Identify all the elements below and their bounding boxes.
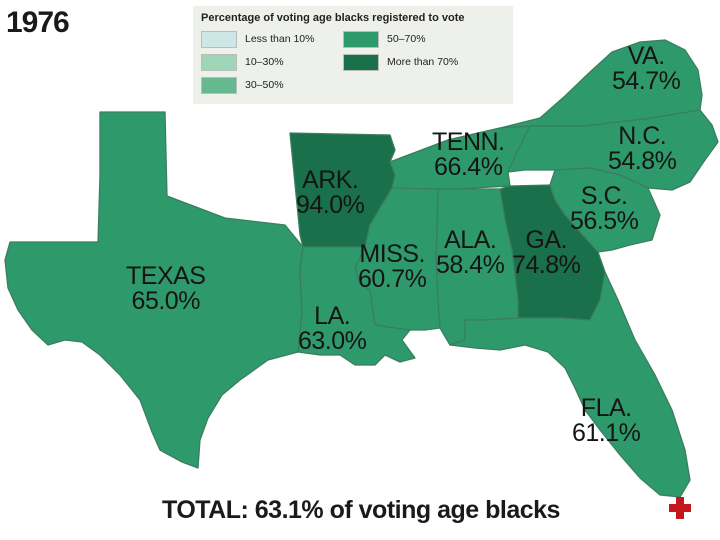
state-percentage: 54.7% (612, 67, 681, 95)
state-percentage: 66.4% (434, 153, 503, 181)
legend-label: 30–50% (245, 79, 284, 91)
label-south-carolina: S.C. 56.5% (570, 182, 639, 235)
state-louisiana (297, 246, 416, 366)
legend-item-50-70: 50–70% (343, 30, 483, 48)
legend-title: Percentage of voting age blacks register… (201, 12, 465, 24)
state-percentage: 74.8% (512, 251, 581, 279)
total-caption: TOTAL: 63.1% of voting age blacks (162, 496, 560, 524)
state-name: TENN. (432, 128, 505, 156)
state-percentage: 58.4% (436, 251, 505, 279)
legend-swatch (201, 76, 237, 94)
label-florida: FLA. 61.1% (572, 394, 641, 447)
state-name: S.C. (580, 182, 628, 210)
state-name: MISS. (359, 240, 425, 268)
label-alabama: ALA. 58.4% (436, 226, 505, 279)
label-virginia: VA. 54.7% (612, 42, 681, 95)
legend-item-30-50: 30–50% (201, 76, 339, 94)
state-name: GA. (525, 226, 567, 254)
state-name: TEXAS (126, 262, 206, 290)
label-georgia: GA. 74.8% (512, 226, 581, 279)
map-year: 1976 (6, 6, 70, 39)
state-name: ARK. (302, 166, 359, 194)
legend-label: 50–70% (387, 33, 426, 45)
label-arkansas: ARK. 94.0% (296, 166, 365, 219)
red-cross-icon[interactable] (669, 497, 691, 519)
label-tennessee: TENN. 66.4% (432, 130, 505, 180)
label-north-carolina: N.C. 54.8% (608, 122, 677, 175)
state-percentage: 63.0% (298, 327, 367, 355)
state-north-carolina (507, 109, 719, 191)
legend-item-10-30: 10–30% (201, 53, 339, 71)
legend-swatch (343, 30, 379, 48)
state-percentage: 94.0% (296, 191, 365, 219)
legend-label: Less than 10% (245, 33, 315, 45)
label-mississippi: MISS. 60.7% (358, 240, 427, 293)
legend-label: More than 70% (387, 56, 459, 68)
legend-swatch (201, 30, 237, 48)
label-louisiana: LA. 63.0% (298, 302, 367, 355)
state-florida (449, 271, 691, 498)
state-percentage: 56.5% (570, 207, 639, 235)
legend-item-less-than-10: Less than 10% (201, 30, 339, 48)
state-name: FLA. (580, 394, 632, 422)
legend-item-more-than-70: More than 70% (343, 53, 483, 71)
state-percentage: 61.1% (572, 419, 641, 447)
state-name: ALA. (444, 226, 497, 254)
state-name: LA. (314, 302, 351, 330)
state-name: N.C. (618, 122, 667, 150)
state-name: VA. (627, 42, 665, 70)
legend-swatch (201, 53, 237, 71)
state-percentage: 65.0% (131, 287, 201, 315)
legend-label: 10–30% (245, 56, 284, 68)
legend-swatch (343, 53, 379, 71)
legend-grid: Less than 10% 50–70% 10–30% More than 70… (201, 30, 505, 94)
state-percentage: 54.8% (608, 147, 677, 175)
legend: Percentage of voting age blacks register… (193, 6, 513, 104)
label-texas: TEXAS 65.0% (126, 262, 206, 315)
state-percentage: 60.7% (358, 265, 427, 293)
